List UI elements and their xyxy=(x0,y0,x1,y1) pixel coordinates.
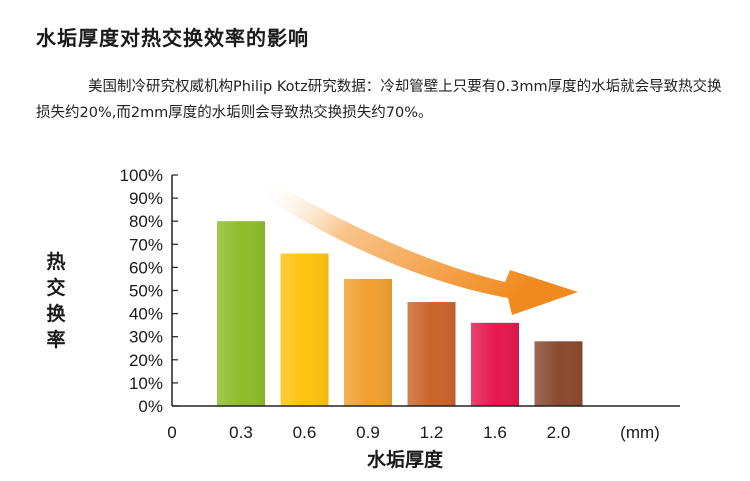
y-tick-label: 60% xyxy=(129,258,163,277)
bar-shading xyxy=(280,253,329,406)
x-tick-label: 1.2 xyxy=(420,423,444,442)
y-tick-label: 100% xyxy=(120,166,163,185)
y-tick-label: 50% xyxy=(129,282,163,301)
x-tick-label: 1.6 xyxy=(483,423,507,442)
trend-arrow xyxy=(262,182,578,315)
y-tick-label: 20% xyxy=(129,351,163,370)
y-tick-label: 80% xyxy=(129,212,163,231)
y-tick-label: 40% xyxy=(129,305,163,324)
x-tick-label: 2.0 xyxy=(547,423,571,442)
y-tick-label: 70% xyxy=(129,235,163,254)
y-tick-label: 0% xyxy=(138,397,163,416)
x-tick-label: 0.6 xyxy=(293,423,317,442)
bar-shading xyxy=(534,341,583,406)
bar-shading xyxy=(344,278,392,406)
x-tick-label: 0.3 xyxy=(229,423,253,442)
bar-shading xyxy=(407,302,456,406)
x-axis-label: 水垢厚度 xyxy=(367,448,444,471)
y-tick-label: 10% xyxy=(129,374,163,393)
y-tick-label: 90% xyxy=(129,189,163,208)
description-text: 美国制冷研究权威机构Philip Kotz研究数据：冷却管壁上只要有0.3mm厚… xyxy=(36,79,722,121)
y-tick-label: 30% xyxy=(129,328,163,347)
x-origin-label: 0 xyxy=(167,423,176,442)
x-unit-label: (mm) xyxy=(620,423,660,442)
bar-shading xyxy=(471,322,519,406)
y-axis-label: 热交换率 xyxy=(46,250,66,351)
bar-shading xyxy=(217,221,265,406)
x-tick-label: 0.9 xyxy=(356,423,380,442)
chart-heading: 水垢厚度对热交换效率的影响 xyxy=(36,26,309,50)
